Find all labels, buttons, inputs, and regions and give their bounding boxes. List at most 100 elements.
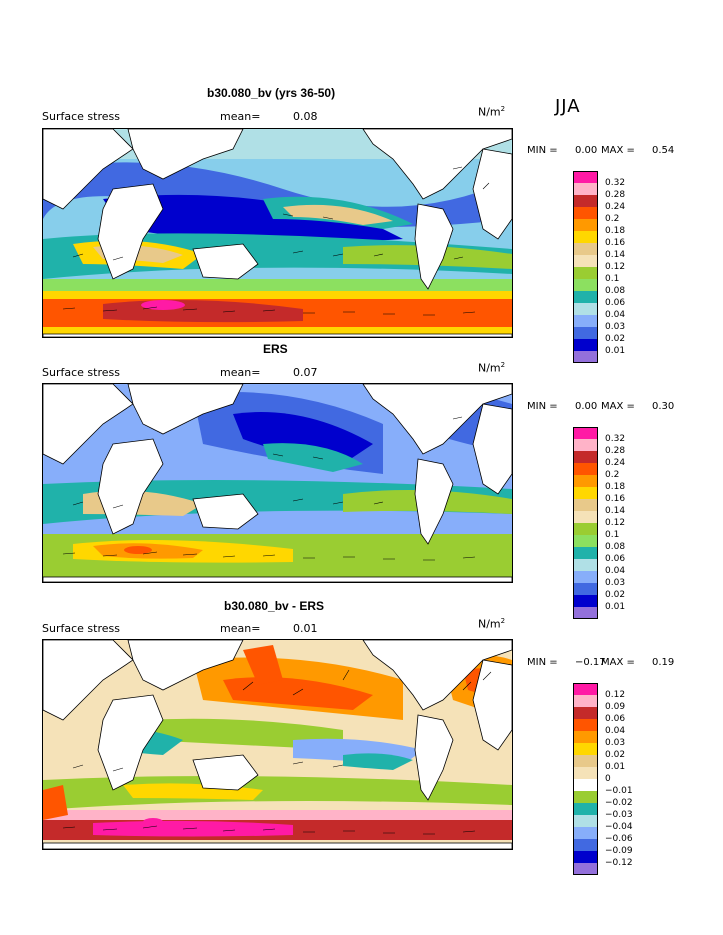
colorbar-level-label: 0.06: [605, 298, 626, 308]
colorbar-level-label: 0.03: [605, 578, 626, 588]
colorbar-level-label: 0.01: [605, 602, 626, 612]
colorbar-level-label: 0.03: [605, 738, 626, 748]
colorbar-level-label: 0.24: [605, 202, 626, 212]
colorbar-level-label: 0.12: [605, 690, 626, 700]
season-label: JJA: [555, 96, 581, 117]
panel-1-map-svg: [43, 129, 512, 337]
colorbar-level-label: −0.02: [605, 798, 633, 808]
colorbar-swatch: [573, 183, 598, 195]
colorbar-swatch: [573, 487, 598, 499]
colorbar-level-label: 0.04: [605, 726, 626, 736]
panel-3-mean-value: 0.01: [293, 622, 318, 635]
colorbar-swatch: [573, 607, 598, 619]
colorbar-level-label: 0.32: [605, 178, 626, 188]
colorbar-swatch: [573, 731, 598, 743]
panel-2-max-label: MAX =: [601, 401, 635, 412]
colorbar-swatch: [573, 791, 598, 803]
colorbar-level-label: 0.2: [605, 214, 620, 224]
panel-1-max-label: MAX =: [601, 145, 635, 156]
panel-3-colorbar-labels: 0.12 0.09 0.06 0.04 0.03 0.02 0.01 0 −0.01 −0.02 −…: [605, 689, 633, 869]
colorbar-level-label: 0.04: [605, 566, 626, 576]
colorbar-swatch: [573, 279, 598, 291]
colorbar-level-label: −0.01: [605, 786, 633, 796]
panel-2-title: ERS: [263, 342, 288, 356]
colorbar-swatch: [573, 339, 598, 351]
colorbar-level-label: 0.18: [605, 482, 626, 492]
colorbar-level-label: 0.16: [605, 238, 626, 248]
colorbar-swatch: [573, 743, 598, 755]
colorbar-level-label: 0.28: [605, 446, 626, 456]
colorbar-level-label: −0.04: [605, 822, 633, 832]
colorbar-swatch: [573, 327, 598, 339]
colorbar-level-label: 0.16: [605, 494, 626, 504]
colorbar-swatch: [573, 695, 598, 707]
panel-2-map: [42, 383, 513, 583]
panel-3-min-value: −0.17: [575, 657, 606, 668]
colorbar-level-label: 0.24: [605, 458, 626, 468]
colorbar-swatch: [573, 351, 598, 363]
colorbar-level-label: 0.1: [605, 530, 620, 540]
colorbar-swatch: [573, 827, 598, 839]
colorbar-level-label: 0.06: [605, 554, 626, 564]
panel-2-max-value: 0.30: [652, 401, 675, 412]
panel-1-variable: Surface stress: [42, 110, 120, 123]
colorbar-swatch: [573, 683, 598, 695]
colorbar-level-label: 0.14: [605, 506, 626, 516]
panel-2-variable: Surface stress: [42, 366, 120, 379]
panel-2-mean-value: 0.07: [293, 366, 318, 379]
colorbar-swatch: [573, 195, 598, 207]
panel-3-variable: Surface stress: [42, 622, 120, 635]
panel-1-mean-label: mean=: [220, 110, 261, 123]
colorbar-swatch: [573, 427, 598, 439]
colorbar-swatch: [573, 595, 598, 607]
colorbar-swatch: [573, 439, 598, 451]
colorbar-swatch: [573, 255, 598, 267]
colorbar-swatch: [573, 219, 598, 231]
colorbar-swatch: [573, 815, 598, 827]
colorbar-swatch: [573, 207, 598, 219]
panel-2-units: N/m2: [478, 361, 506, 375]
colorbar-level-label: 0.02: [605, 750, 626, 760]
colorbar-level-label: −0.06: [605, 834, 633, 844]
colorbar-swatch: [573, 863, 598, 875]
panel-1-min-value: 0.00: [575, 145, 598, 156]
colorbar-level-label: 0.02: [605, 334, 626, 344]
colorbar-level-label: 0.04: [605, 310, 626, 320]
colorbar-swatch: [573, 291, 598, 303]
panel-1-units: N/m2: [478, 105, 506, 119]
colorbar-level-label: 0.01: [605, 346, 626, 356]
colorbar-level-label: 0.06: [605, 714, 626, 724]
panel-1-min-label: MIN =: [527, 145, 558, 156]
panel-2-map-svg: [43, 384, 512, 582]
panel-2-mean-label: mean=: [220, 366, 261, 379]
colorbar-level-label: −0.12: [605, 858, 633, 868]
colorbar-swatch: [573, 511, 598, 523]
colorbar-swatch: [573, 451, 598, 463]
panel-2-min-label: MIN =: [527, 401, 558, 412]
colorbar-swatch: [573, 523, 598, 535]
colorbar-level-label: 0.12: [605, 518, 626, 528]
panel-3-max-label: MAX =: [601, 657, 635, 668]
colorbar-level-label: 0.03: [605, 322, 626, 332]
panel-3-min-label: MIN =: [527, 657, 558, 668]
colorbar-swatch: [573, 231, 598, 243]
panel-3-colorbar: [573, 683, 598, 875]
colorbar-swatch: [573, 559, 598, 571]
colorbar-level-label: 0.28: [605, 190, 626, 200]
panel-1-title: b30.080_bv (yrs 36-50): [207, 86, 336, 100]
colorbar-swatch: [573, 851, 598, 863]
colorbar-swatch: [573, 707, 598, 719]
panel-1-mean-value: 0.08: [293, 110, 318, 123]
colorbar-swatch: [573, 315, 598, 327]
colorbar-swatch: [573, 547, 598, 559]
colorbar-level-label: 0.2: [605, 470, 620, 480]
colorbar-level-label: 0.18: [605, 226, 626, 236]
panel-2-min-value: 0.00: [575, 401, 598, 412]
colorbar-level-label: 0.12: [605, 262, 626, 272]
panel-2-colorbar: [573, 427, 598, 619]
colorbar-level-label: 0.08: [605, 542, 626, 552]
colorbar-level-label: −0.09: [605, 846, 633, 856]
panel-2-colorbar-labels: 0.32 0.28 0.24 0.2 0.18 0.16 0.14 0.12 0.1 0.08 0.…: [605, 433, 625, 613]
colorbar-swatch: [573, 267, 598, 279]
panel-1-colorbar-labels: 0.32 0.28 0.24 0.2 0.18 0.16 0.14 0.12 0.1 0.08 0.…: [605, 177, 625, 357]
